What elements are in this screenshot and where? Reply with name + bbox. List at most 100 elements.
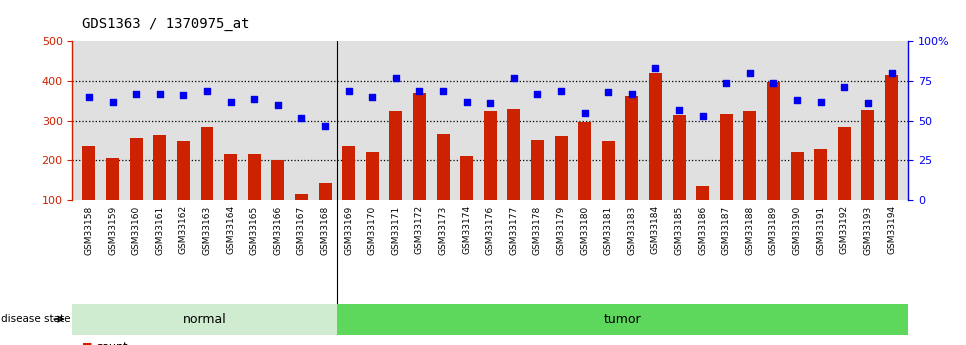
Bar	[885, 75, 898, 200]
Point	[412, 88, 427, 93]
Text: GSM33176: GSM33176	[486, 205, 495, 255]
Bar	[177, 141, 190, 200]
Text: GSM33179: GSM33179	[556, 205, 565, 255]
Bar	[838, 127, 851, 200]
Bar	[744, 111, 756, 200]
Point	[837, 85, 852, 90]
Text: GSM33185: GSM33185	[674, 205, 684, 255]
Point	[223, 99, 239, 105]
Bar	[106, 158, 119, 200]
Point	[341, 88, 356, 93]
Point	[294, 115, 309, 120]
Point	[648, 66, 664, 71]
Point	[270, 102, 286, 108]
Bar	[602, 141, 614, 200]
Point	[482, 100, 498, 106]
Text: GSM33177: GSM33177	[509, 205, 519, 255]
Bar	[247, 154, 261, 200]
Point	[860, 100, 875, 106]
Bar	[224, 154, 237, 200]
Point	[554, 88, 569, 93]
Point	[506, 75, 522, 81]
Point	[529, 91, 545, 97]
Text: GSM33180: GSM33180	[581, 205, 589, 255]
Text: GSM33178: GSM33178	[533, 205, 542, 255]
Bar	[720, 114, 733, 200]
Text: GSM33159: GSM33159	[108, 205, 117, 255]
Bar	[814, 148, 827, 200]
Bar	[271, 160, 284, 200]
Text: GSM33192: GSM33192	[839, 205, 849, 254]
Text: ■ count: ■ count	[82, 342, 128, 345]
Text: GSM33181: GSM33181	[604, 205, 612, 255]
Bar	[412, 93, 426, 200]
Bar	[460, 156, 473, 200]
Point	[459, 99, 474, 105]
Bar	[579, 122, 591, 200]
Bar	[389, 111, 402, 200]
Text: GSM33166: GSM33166	[273, 205, 282, 255]
Point	[105, 99, 121, 105]
Text: GSM33170: GSM33170	[368, 205, 377, 255]
Text: GSM33186: GSM33186	[698, 205, 707, 255]
Point	[436, 88, 451, 93]
Text: GSM33161: GSM33161	[156, 205, 164, 255]
FancyBboxPatch shape	[337, 304, 908, 335]
Point	[884, 70, 899, 76]
Text: GSM33191: GSM33191	[816, 205, 825, 255]
Bar	[366, 152, 379, 200]
Bar	[554, 136, 568, 200]
Bar	[531, 140, 544, 200]
Text: GSM33189: GSM33189	[769, 205, 778, 255]
Text: GSM33160: GSM33160	[131, 205, 141, 255]
Bar	[129, 138, 143, 200]
Text: GSM33190: GSM33190	[792, 205, 802, 255]
Bar	[295, 194, 308, 200]
Bar	[154, 135, 166, 200]
Bar	[507, 109, 521, 200]
Bar	[484, 111, 497, 200]
Text: GSM33173: GSM33173	[439, 205, 447, 255]
Point	[128, 91, 144, 97]
Text: count: count	[97, 342, 128, 345]
Text: GSM33171: GSM33171	[391, 205, 400, 255]
Point	[789, 97, 805, 103]
Text: GSM33183: GSM33183	[627, 205, 637, 255]
Point	[719, 80, 734, 86]
Point	[317, 123, 332, 128]
Point	[577, 110, 592, 116]
Text: GSM33174: GSM33174	[462, 205, 471, 254]
Text: GSM33164: GSM33164	[226, 205, 235, 254]
Bar	[437, 134, 449, 200]
Bar	[790, 152, 804, 200]
Point	[742, 70, 757, 76]
Point	[624, 91, 639, 97]
Bar	[342, 146, 355, 200]
Point	[671, 107, 687, 112]
Point	[81, 94, 97, 100]
Text: GSM33193: GSM33193	[864, 205, 872, 255]
Point	[199, 88, 214, 93]
Text: GSM33163: GSM33163	[203, 205, 212, 255]
Text: GSM33168: GSM33168	[321, 205, 329, 255]
Bar	[696, 186, 709, 200]
Bar	[201, 128, 213, 200]
Text: tumor: tumor	[604, 313, 641, 326]
Bar	[767, 82, 780, 200]
Bar	[649, 73, 662, 200]
Text: GSM33194: GSM33194	[887, 205, 896, 254]
Text: GDS1363 / 1370975_at: GDS1363 / 1370975_at	[82, 17, 249, 31]
Text: GSM33187: GSM33187	[722, 205, 731, 255]
Bar	[319, 183, 331, 200]
Point	[364, 94, 380, 100]
Text: GSM33165: GSM33165	[249, 205, 259, 255]
Text: disease state: disease state	[1, 314, 71, 324]
Point	[388, 75, 404, 81]
Bar	[82, 146, 96, 200]
Text: GSM33158: GSM33158	[84, 205, 94, 255]
Point	[246, 96, 262, 101]
Text: GSM33169: GSM33169	[344, 205, 354, 255]
Point	[695, 113, 710, 119]
Point	[176, 92, 191, 98]
Text: GSM33162: GSM33162	[179, 205, 188, 254]
